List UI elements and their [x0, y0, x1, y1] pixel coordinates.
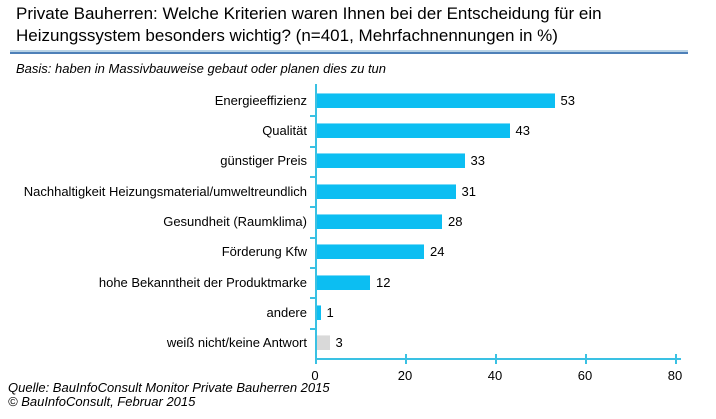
bar	[316, 213, 442, 229]
category-label: andere	[266, 304, 307, 320]
bar	[316, 183, 456, 199]
x-axis-tick	[405, 354, 407, 364]
x-axis-tick-label: 20	[397, 368, 413, 383]
x-axis-tick-label: 80	[667, 368, 683, 383]
y-axis-tick	[310, 328, 317, 330]
x-axis-tick	[315, 354, 317, 364]
y-axis-tick	[310, 115, 317, 117]
bar-track: 3	[316, 335, 716, 351]
value-label: 53	[560, 92, 575, 108]
bar	[316, 304, 321, 320]
source-note: Quelle: BauInfoConsult Monitor Private B…	[8, 381, 330, 409]
bar	[316, 92, 555, 108]
bar	[316, 153, 465, 169]
bar	[316, 122, 510, 138]
x-axis-tick	[675, 354, 677, 364]
y-axis-tick	[310, 206, 317, 208]
title-divider-rule	[10, 50, 688, 54]
bar	[316, 274, 370, 290]
bar-track: 28	[316, 213, 716, 229]
bar-track: 43	[316, 122, 716, 138]
value-label: 24	[430, 244, 445, 260]
bar-row: hohe Bekanntheit der Produktmarke 12	[0, 267, 716, 297]
bar-track: 24	[316, 244, 716, 260]
y-axis-tick	[310, 146, 317, 148]
source-line-1: Quelle: BauInfoConsult Monitor Private B…	[8, 380, 330, 395]
value-label: 3	[335, 335, 343, 351]
bar-row: Förderung Kfw 24	[0, 237, 716, 267]
x-axis-tick	[585, 354, 587, 364]
bar-track: 31	[316, 183, 716, 199]
bar	[316, 244, 424, 260]
chart-title: Private Bauherren: Welche Kriterien ware…	[16, 4, 602, 45]
value-label: 1	[326, 304, 334, 320]
value-label: 12	[376, 274, 391, 290]
y-axis-tick	[310, 176, 317, 178]
bar-row: Qualität 43	[0, 115, 716, 145]
y-axis-tick	[310, 237, 317, 239]
bar-rows: Energieeffizienz 53 Qualität 43 günstiger Pr…	[0, 85, 716, 358]
x-axis-tick-label: 40	[487, 368, 503, 383]
bar-row: günstiger Preis 33	[0, 146, 716, 176]
bar-row: Gesundheit (Raumklima) 28	[0, 206, 716, 236]
bar-chart-plot-area: Energieeffizienz 53 Qualität 43 günstiger Pr…	[0, 85, 716, 358]
x-axis-tick-label: 0	[311, 368, 319, 383]
bar	[316, 335, 330, 351]
category-label: Gesundheit (Raumklima)	[163, 213, 307, 229]
x-axis-tick	[495, 354, 497, 364]
bar-row: andere 1	[0, 297, 716, 327]
category-label: Energieeffizienz	[214, 92, 307, 108]
bar-track: 53	[316, 92, 716, 108]
bar-row: Energieeffizienz 53	[0, 85, 716, 115]
y-axis-line	[315, 84, 317, 360]
bar-row: weiß nicht/keine Antwort 3	[0, 328, 716, 358]
bar-track: 12	[316, 274, 716, 290]
source-line-2: © BauInfoConsult, Februar 2015	[8, 394, 196, 409]
category-label: Qualität	[262, 122, 307, 138]
bar-track: 33	[316, 153, 716, 169]
x-axis-line	[315, 358, 681, 360]
value-label: 28	[448, 213, 463, 229]
category-label: hohe Bekanntheit der Produktmarke	[98, 274, 307, 290]
category-label: weiß nicht/keine Antwort	[166, 335, 307, 351]
value-label: 33	[470, 153, 485, 169]
bar-track: 1	[316, 304, 716, 320]
category-label: Nachhaltigkeit Heizungsmaterial/umweltre…	[23, 183, 307, 199]
x-axis-tick-label: 60	[577, 368, 593, 383]
category-label: Förderung Kfw	[221, 244, 307, 260]
category-label: günstiger Preis	[220, 153, 307, 169]
basis-note: Basis: haben in Massivbauweise gebaut od…	[16, 61, 387, 76]
y-axis-tick	[310, 297, 317, 299]
value-label: 31	[461, 183, 476, 199]
y-axis-tick	[310, 267, 317, 269]
value-label: 43	[515, 122, 530, 138]
bar-row: Nachhaltigkeit Heizungsmaterial/umweltre…	[0, 176, 716, 206]
